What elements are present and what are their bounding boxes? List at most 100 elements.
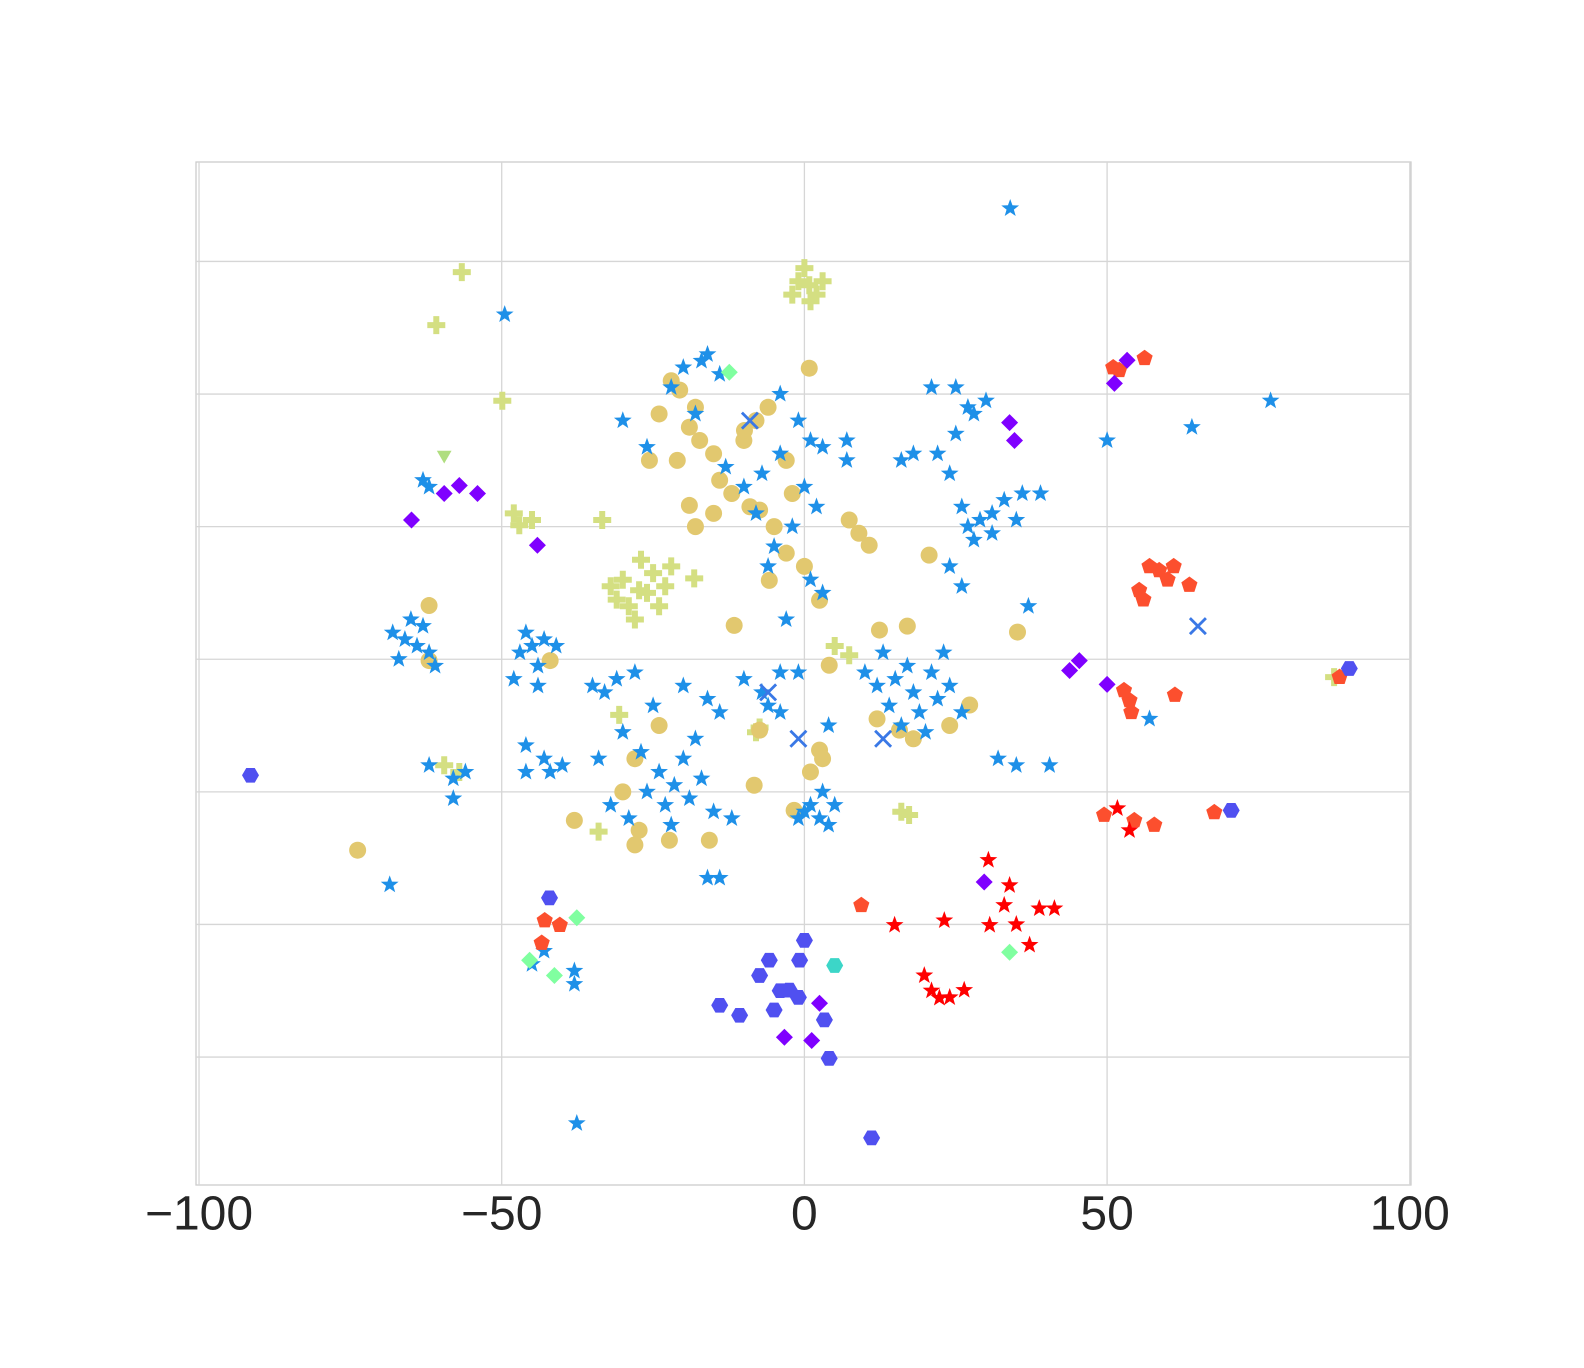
point (826, 958, 844, 973)
point (444, 789, 463, 807)
point (892, 802, 911, 821)
point (638, 583, 656, 602)
point (589, 749, 608, 767)
point (837, 431, 856, 449)
point (692, 769, 711, 787)
point (789, 272, 808, 291)
point (1061, 662, 1079, 679)
point (632, 550, 650, 569)
point (795, 259, 814, 278)
point (1006, 432, 1023, 449)
point (1019, 596, 1038, 614)
point (759, 557, 777, 574)
point (813, 437, 832, 455)
point (740, 411, 759, 430)
point (349, 841, 367, 859)
point (1261, 391, 1280, 409)
point (521, 951, 539, 969)
point (840, 646, 859, 665)
point (952, 576, 971, 594)
point (965, 404, 983, 422)
point (650, 717, 668, 735)
point (535, 630, 553, 647)
point (723, 484, 741, 502)
point (535, 941, 553, 959)
point (922, 378, 941, 395)
point (523, 636, 541, 654)
point (523, 511, 541, 529)
point (665, 775, 684, 793)
point (1009, 623, 1027, 641)
point (613, 411, 632, 429)
point (674, 749, 693, 767)
point (946, 424, 965, 442)
point (874, 729, 893, 748)
point (1181, 576, 1198, 592)
point (880, 696, 899, 714)
point (874, 643, 892, 661)
point (662, 557, 681, 576)
point (420, 755, 438, 773)
point (1340, 661, 1358, 676)
point (456, 762, 475, 780)
point (775, 1028, 793, 1046)
point (1031, 484, 1050, 502)
point (825, 795, 844, 813)
point (722, 809, 741, 826)
point (495, 305, 514, 323)
point (613, 722, 632, 740)
point (1045, 899, 1064, 917)
point (242, 767, 259, 783)
point (955, 980, 974, 998)
point (607, 590, 626, 609)
point (536, 912, 553, 928)
point (928, 689, 947, 707)
point (589, 822, 608, 841)
point (408, 636, 426, 654)
point (614, 783, 632, 801)
point (533, 934, 550, 950)
point (898, 656, 917, 674)
point (910, 702, 929, 720)
point (698, 689, 717, 707)
point (803, 1032, 821, 1049)
point (961, 696, 979, 714)
point (1007, 755, 1026, 773)
point (414, 470, 432, 488)
point (711, 471, 729, 489)
point (1206, 803, 1223, 820)
point (868, 676, 886, 694)
point (517, 736, 535, 753)
point (452, 263, 471, 282)
point (995, 895, 1014, 913)
point (940, 557, 959, 574)
point (632, 742, 650, 760)
point (735, 477, 753, 495)
point (783, 285, 802, 304)
point (435, 485, 453, 502)
point (789, 990, 807, 1005)
point (1135, 591, 1152, 607)
point (1098, 431, 1116, 449)
point (619, 809, 638, 826)
point (638, 782, 656, 800)
point (1007, 510, 1026, 528)
point (630, 821, 648, 839)
point (607, 669, 626, 687)
point (1118, 351, 1136, 369)
point (941, 717, 959, 735)
point (601, 795, 620, 813)
point (541, 890, 558, 906)
point (1120, 820, 1139, 838)
point (420, 597, 438, 615)
point (725, 616, 743, 634)
point (626, 663, 644, 681)
point (517, 623, 535, 641)
point (619, 597, 638, 616)
point (813, 782, 832, 800)
point (644, 696, 662, 714)
point (753, 683, 771, 700)
point (650, 405, 668, 423)
point (801, 292, 820, 311)
point (800, 359, 818, 377)
